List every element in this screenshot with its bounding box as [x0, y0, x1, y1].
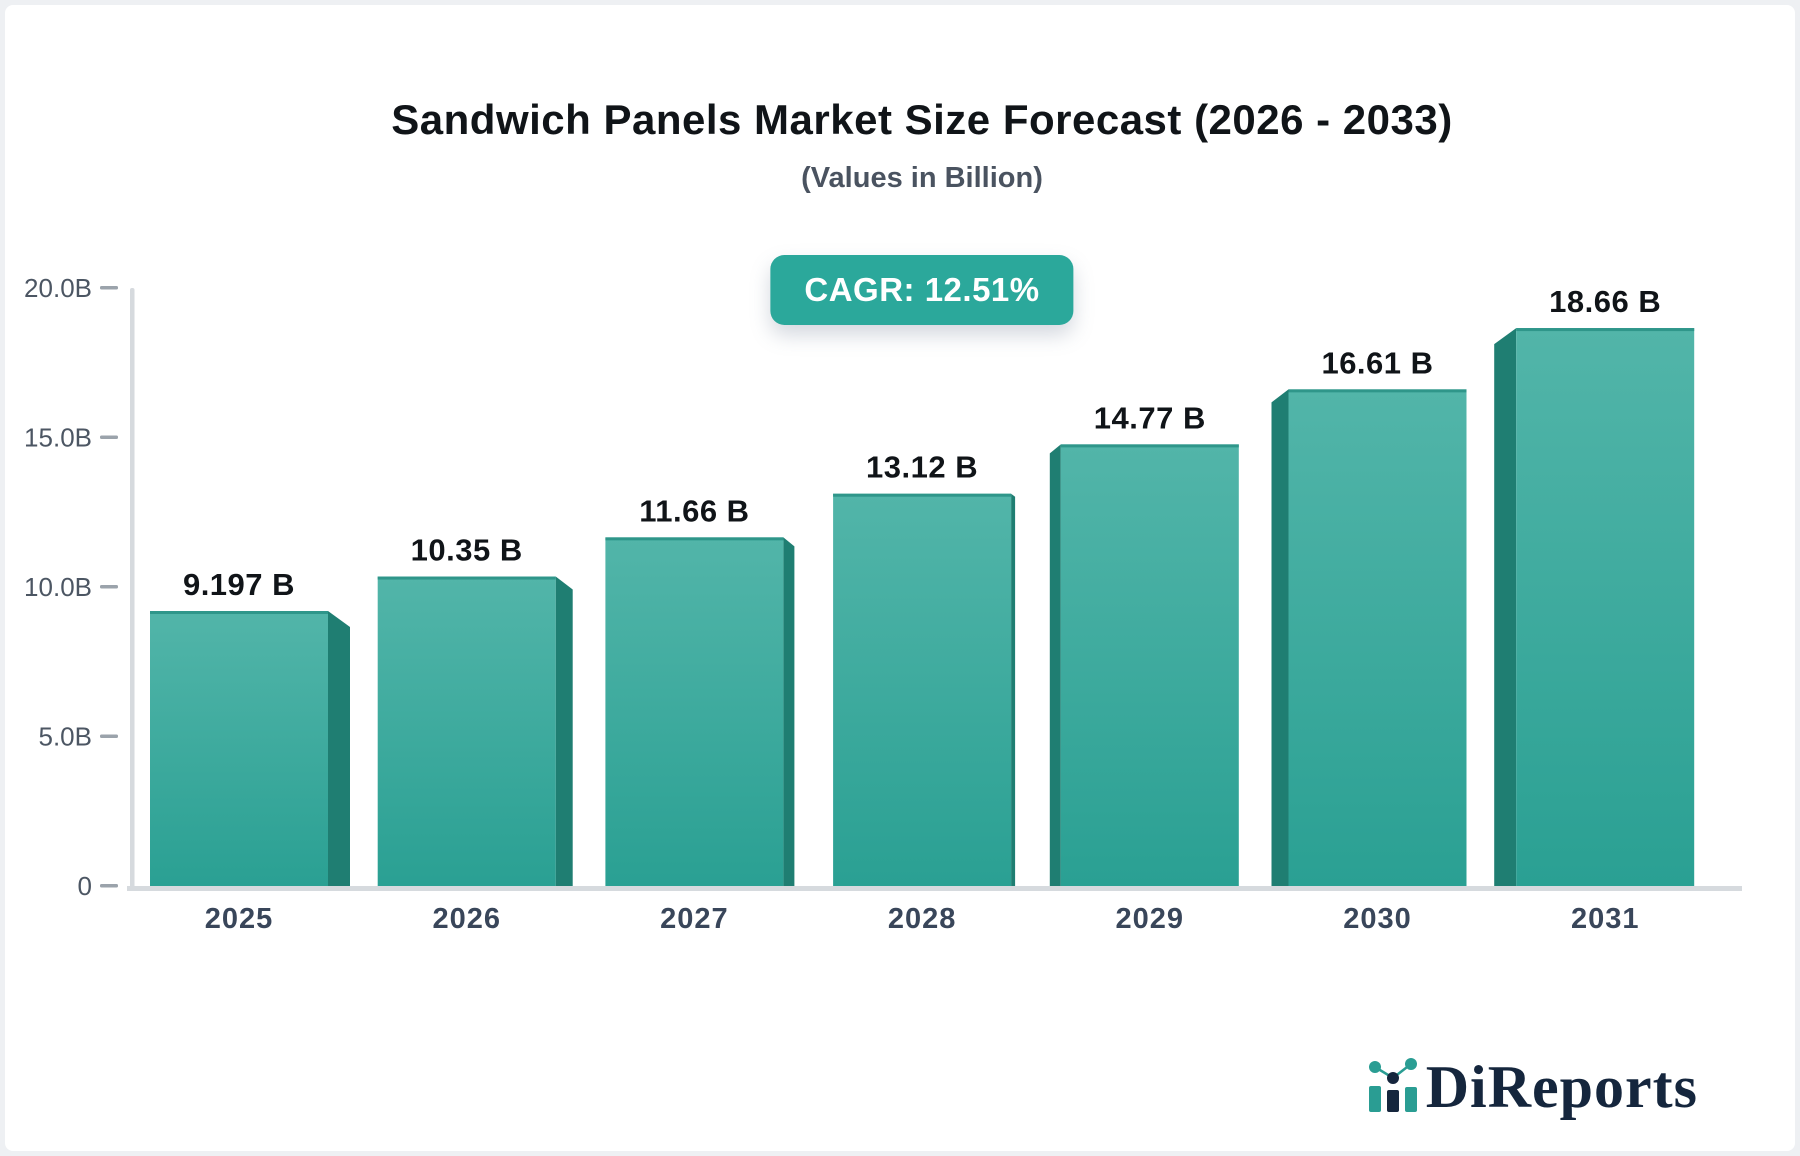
y-axis-line: [130, 288, 135, 890]
logo: DiReports: [1368, 1054, 1698, 1120]
x-tick-label: 2025: [205, 903, 274, 935]
bar-top-edge: [605, 537, 784, 541]
bar-top-edge: [150, 611, 328, 615]
cagr-label: CAGR: 12.51%: [804, 271, 1040, 308]
x-tick-label: 2028: [888, 903, 957, 935]
cagr-badge: CAGR: 12.51%: [770, 255, 1074, 325]
y-tick-label: 20.0B: [24, 273, 92, 303]
x-tick-label: 2026: [432, 903, 501, 935]
bar-value-label: 9.197 B: [183, 567, 295, 602]
x-tick-label: 2031: [1571, 903, 1640, 935]
logo-icon-bar: [1404, 1087, 1417, 1112]
logo-icon-dot: [1404, 1058, 1417, 1070]
logo-icon-bar: [1386, 1090, 1399, 1112]
bar-2029: [1060, 444, 1239, 886]
bar-value-label: 16.61 B: [1321, 345, 1433, 380]
bar-2026: [377, 576, 556, 886]
bar-top-edge: [1060, 444, 1239, 448]
bar-2031: [1516, 328, 1695, 886]
chart-subtitle: (Values in Billion): [801, 162, 1043, 194]
bar-value-label: 14.77 B: [1094, 400, 1206, 435]
y-tick-label: 0: [78, 871, 92, 901]
chart-title: Sandwich Panels Market Size Forecast (20…: [391, 96, 1453, 143]
bar-top-edge: [833, 493, 1012, 497]
y-tick-mark: [100, 585, 118, 589]
bar-side-2029: [1049, 444, 1061, 886]
y-tick-mark: [100, 435, 118, 439]
bar-top-edge: [1516, 328, 1695, 332]
y-tick-label: 15.0B: [24, 423, 92, 453]
bar-top-edge: [377, 576, 556, 580]
x-axis-line: [127, 886, 1742, 891]
y-tick-label: 10.0B: [24, 572, 92, 602]
bar-value-label: 11.66 B: [639, 493, 749, 528]
bar-value-label: 13.12 B: [866, 450, 978, 485]
y-tick-label: 5.0B: [39, 722, 93, 752]
bar-top-edge: [1288, 389, 1467, 393]
logo-chart-icon: [1368, 1058, 1417, 1112]
y-tick-mark: [100, 286, 118, 290]
x-tick-label: 2027: [660, 903, 729, 935]
y-tick-mark: [100, 734, 118, 738]
bar-value-label: 18.66 B: [1549, 284, 1661, 319]
y-tick-mark: [100, 884, 118, 888]
bar-value-label: 10.35 B: [411, 533, 523, 568]
bar-side-2031: [1494, 328, 1517, 886]
logo-icon-dot: [1368, 1061, 1381, 1073]
bar-2030: [1288, 389, 1467, 886]
bar-2025: [150, 611, 328, 886]
bar-side-2028: [1011, 493, 1016, 886]
bar-2027: [605, 537, 784, 886]
logo-icon-dot: [1386, 1072, 1399, 1084]
bar-2028: [833, 493, 1012, 886]
x-tick-label: 2029: [1116, 903, 1185, 935]
logo-text: DiReports: [1425, 1054, 1698, 1120]
bar-side-2026: [555, 576, 573, 886]
logo-icon-bar: [1368, 1086, 1381, 1112]
bar-side-2025: [328, 611, 350, 886]
bar-side-2027: [783, 537, 795, 886]
x-tick-label: 2030: [1343, 903, 1412, 935]
bar-side-2030: [1271, 389, 1289, 886]
